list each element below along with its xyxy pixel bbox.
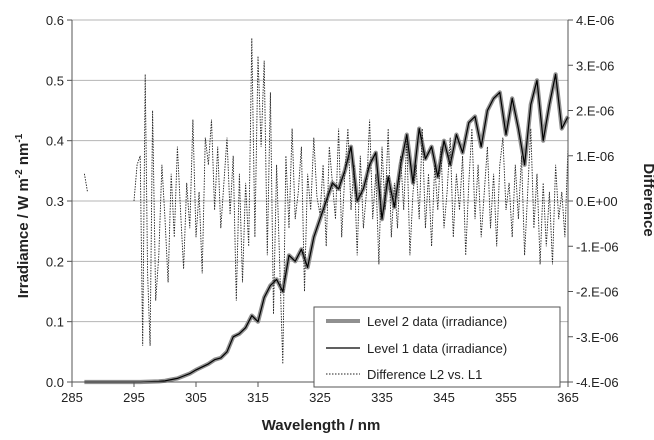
series-line-level-1-data-irradiance <box>84 73 569 383</box>
y-axis-left-title-sup-1: -2 <box>14 169 25 178</box>
y-right-tick-label: -2.E-06 <box>576 285 619 300</box>
x-tick-label: 325 <box>309 390 331 405</box>
y-right-tick-label: 3.E-06 <box>576 58 614 73</box>
x-tick-label: 335 <box>371 390 393 405</box>
x-tick-label: 305 <box>185 390 207 405</box>
y-axis-left-title-part-a: Irradiamce / W m <box>15 178 32 298</box>
y-axis-left-title-part-b: nm <box>15 143 32 170</box>
legend: Level 2 data (irradiance) Level 1 data (… <box>313 306 561 388</box>
y-left-tick-label: 0.2 <box>46 254 64 269</box>
legend-label-level-1: Level 1 data (irradiance) <box>367 341 507 356</box>
labels-layer: 285 295 305 315 325 335 345 355 365 0.0 0.1 0.2 0.3 0… <box>46 13 619 405</box>
y-axis-right-title: Difference <box>640 163 654 236</box>
x-tick-label: 315 <box>247 390 269 405</box>
y-axis-left-title: Irradiamce / W m-2 nm-1 <box>14 133 32 298</box>
y-right-tick-label: -1.E-06 <box>576 239 619 254</box>
x-tick-label: 355 <box>495 390 517 405</box>
y-right-tick-label: 1.E-06 <box>576 149 614 164</box>
x-tick-label: 345 <box>433 390 455 405</box>
grid-layer <box>72 19 568 323</box>
legend-label-level-2: Level 2 data (irradiance) <box>367 314 507 329</box>
y-left-tick-label: 0.4 <box>46 134 64 149</box>
y-left-tick-label: 0.0 <box>46 375 64 390</box>
y-left-tick-label: 0.1 <box>46 315 64 330</box>
y-right-tick-label: 0.E+00 <box>576 194 618 209</box>
y-right-tick-label: 2.E-06 <box>576 104 614 119</box>
x-tick-label: 295 <box>123 390 145 405</box>
y-right-tick-label: 4.E-06 <box>576 13 614 28</box>
y-left-tick-label: 0.5 <box>46 73 64 88</box>
series-layer <box>83 38 570 385</box>
legend-label-difference: Difference L2 vs. L1 <box>367 367 482 382</box>
x-axis-title: Wavelength / nm <box>262 417 381 434</box>
y-axis-left-title-sup-2: -1 <box>14 133 25 142</box>
x-tick-label: 365 <box>557 390 579 405</box>
series-line-difference-l2-vs-l1 <box>133 38 569 364</box>
y-left-tick-label: 0.3 <box>46 194 64 209</box>
y-right-tick-label: -4.E-06 <box>576 375 619 390</box>
y-left-tick-label: 0.6 <box>46 13 64 28</box>
series-line-difference-l2-vs-l1 <box>83 173 88 192</box>
x-tick-label: 285 <box>61 390 83 405</box>
y-right-tick-label: -3.E-06 <box>576 330 619 345</box>
